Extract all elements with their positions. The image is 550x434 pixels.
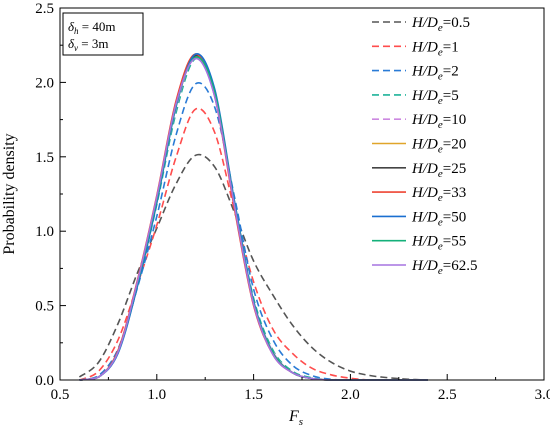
legend-label-subscript: e [438,71,443,83]
legend-label-prefix: H/D [411,258,438,274]
x-tick-label: 2.0 [341,387,360,403]
legend-label-value: =20 [443,137,466,153]
legend-label-value: =55 [443,234,466,250]
legend-label-subscript: e [438,119,443,131]
legend-label-10: H/De=55 [411,234,466,253]
annotation-delta-h: δ [68,19,75,34]
legend-label-prefix: H/D [411,209,438,225]
legend-label-value: =33 [443,185,466,201]
annotation-delta-h-sub: h [74,26,79,36]
x-axis-label: Fs [288,408,303,428]
legend-label-prefix: H/D [411,234,438,250]
legend-label-value: =2 [443,64,459,80]
y-axis-ticks: 0.0 0.5 1.0 1.5 2.0 2.5 [35,1,66,389]
x-axis-ticks: 0.5 1.0 1.5 2.0 2.5 3.0 [51,374,550,403]
legend-label-subscript: e [438,216,443,228]
legend-label-value: =5 [443,88,459,104]
legend-label-subscript: e [438,192,443,204]
legend-label-8: H/De=33 [411,185,466,204]
legend-label-subscript: e [438,144,443,156]
x-tick-label: 0.5 [51,387,70,403]
annotation-box: δh = 40m δv = 3m [62,12,144,56]
y-tick-label: 2.5 [35,1,54,17]
legend-label-5: H/De=10 [411,112,466,131]
annotation-line-horizontal: δh = 40m [68,19,116,36]
annotation-delta-v-sub: v [74,43,78,53]
legend-label-prefix: H/D [411,39,438,55]
legend-label-4: H/De=5 [411,88,459,107]
legend-label-3: H/De=2 [411,64,459,83]
legend-label-value: =10 [443,112,466,128]
legend-label-value: =1 [443,39,459,55]
x-tick-label: 3.0 [535,387,550,403]
legend-label-subscript: e [438,241,443,253]
annotation-delta-h-value: = 40m [79,19,116,34]
legend-label-value: =25 [443,161,466,177]
series-line-1 [78,153,428,381]
legend-label-prefix: H/D [411,15,438,31]
legend-label-prefix: H/D [411,88,438,104]
legend-label-subscript: e [438,95,443,107]
legend-label-value: =62.5 [443,258,478,274]
legend-label-prefix: H/D [411,185,438,201]
legend-label-value: =0.5 [443,15,470,31]
legend-label-subscript: e [438,265,443,277]
legend-label-value: =50 [443,209,466,225]
x-axis-label-main: F [288,408,299,425]
y-tick-label: 0.0 [35,373,54,389]
legend-label-prefix: H/D [411,161,438,177]
legend-label-prefix: H/D [411,64,438,80]
y-axis-label: Probability density [1,133,18,254]
legend-label-subscript: e [438,22,443,34]
legend-label-11: H/De=62.5 [411,258,477,277]
x-axis-label-subscript: s [299,416,303,428]
x-tick-label: 1.0 [147,387,166,403]
legend: H/De=0.5H/De=1H/De=2H/De=5H/De=10H/De=20… [372,15,477,277]
y-tick-label: 1.5 [35,150,54,166]
annotation-line-vertical: δv = 3m [68,36,109,53]
legend-label-1: H/De=0.5 [411,15,470,34]
legend-label-6: H/De=20 [411,137,466,156]
x-tick-label: 1.5 [244,387,263,403]
y-tick-label: 0.5 [35,299,54,315]
legend-label-7: H/De=25 [411,161,466,180]
annotation-frame [62,12,144,56]
legend-label-prefix: H/D [411,112,438,128]
legend-label-prefix: H/D [411,137,438,153]
y-tick-label: 2.0 [35,75,54,91]
legend-label-subscript: e [438,46,443,58]
legend-label-subscript: e [438,168,443,180]
x-tick-label: 2.5 [438,387,457,403]
annotation-delta-v-value: = 3m [78,36,108,51]
legend-label-9: H/De=50 [411,209,466,228]
y-tick-label: 1.0 [35,224,54,240]
legend-label-2: H/De=1 [411,39,459,58]
annotation-delta-v: δ [68,36,75,51]
